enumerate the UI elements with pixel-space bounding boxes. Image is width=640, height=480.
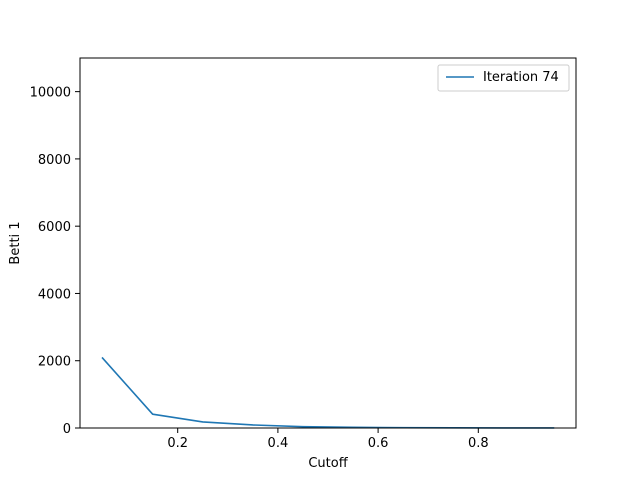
y-tick-label: 2000 [38,355,71,370]
legend: Iteration 74 [437,64,570,92]
x-tick-label: 0.8 [468,436,489,451]
x-tick-label: 0.4 [268,436,289,451]
y-tick-label: 0 [63,422,71,437]
plot-area [80,58,576,428]
y-axis-label: Betti 1 [8,221,23,264]
plot-frame [79,57,577,429]
x-axis-label: Cutoff [308,456,348,471]
ticks-layer: 0.2 0.4 0.6 0.8 0 2000 4000 6000 8000 10000 [30,86,489,451]
y-tick-label: 4000 [38,287,71,302]
x-tick-label: 0.2 [167,436,188,451]
y-tick-label: 10000 [30,86,71,101]
y-tick-label: 6000 [38,220,71,235]
x-tick-label: 0.6 [368,436,389,451]
y-tick-label: 8000 [38,153,71,168]
legend-box [437,64,570,92]
legend-label: Iteration 74 [483,70,559,85]
